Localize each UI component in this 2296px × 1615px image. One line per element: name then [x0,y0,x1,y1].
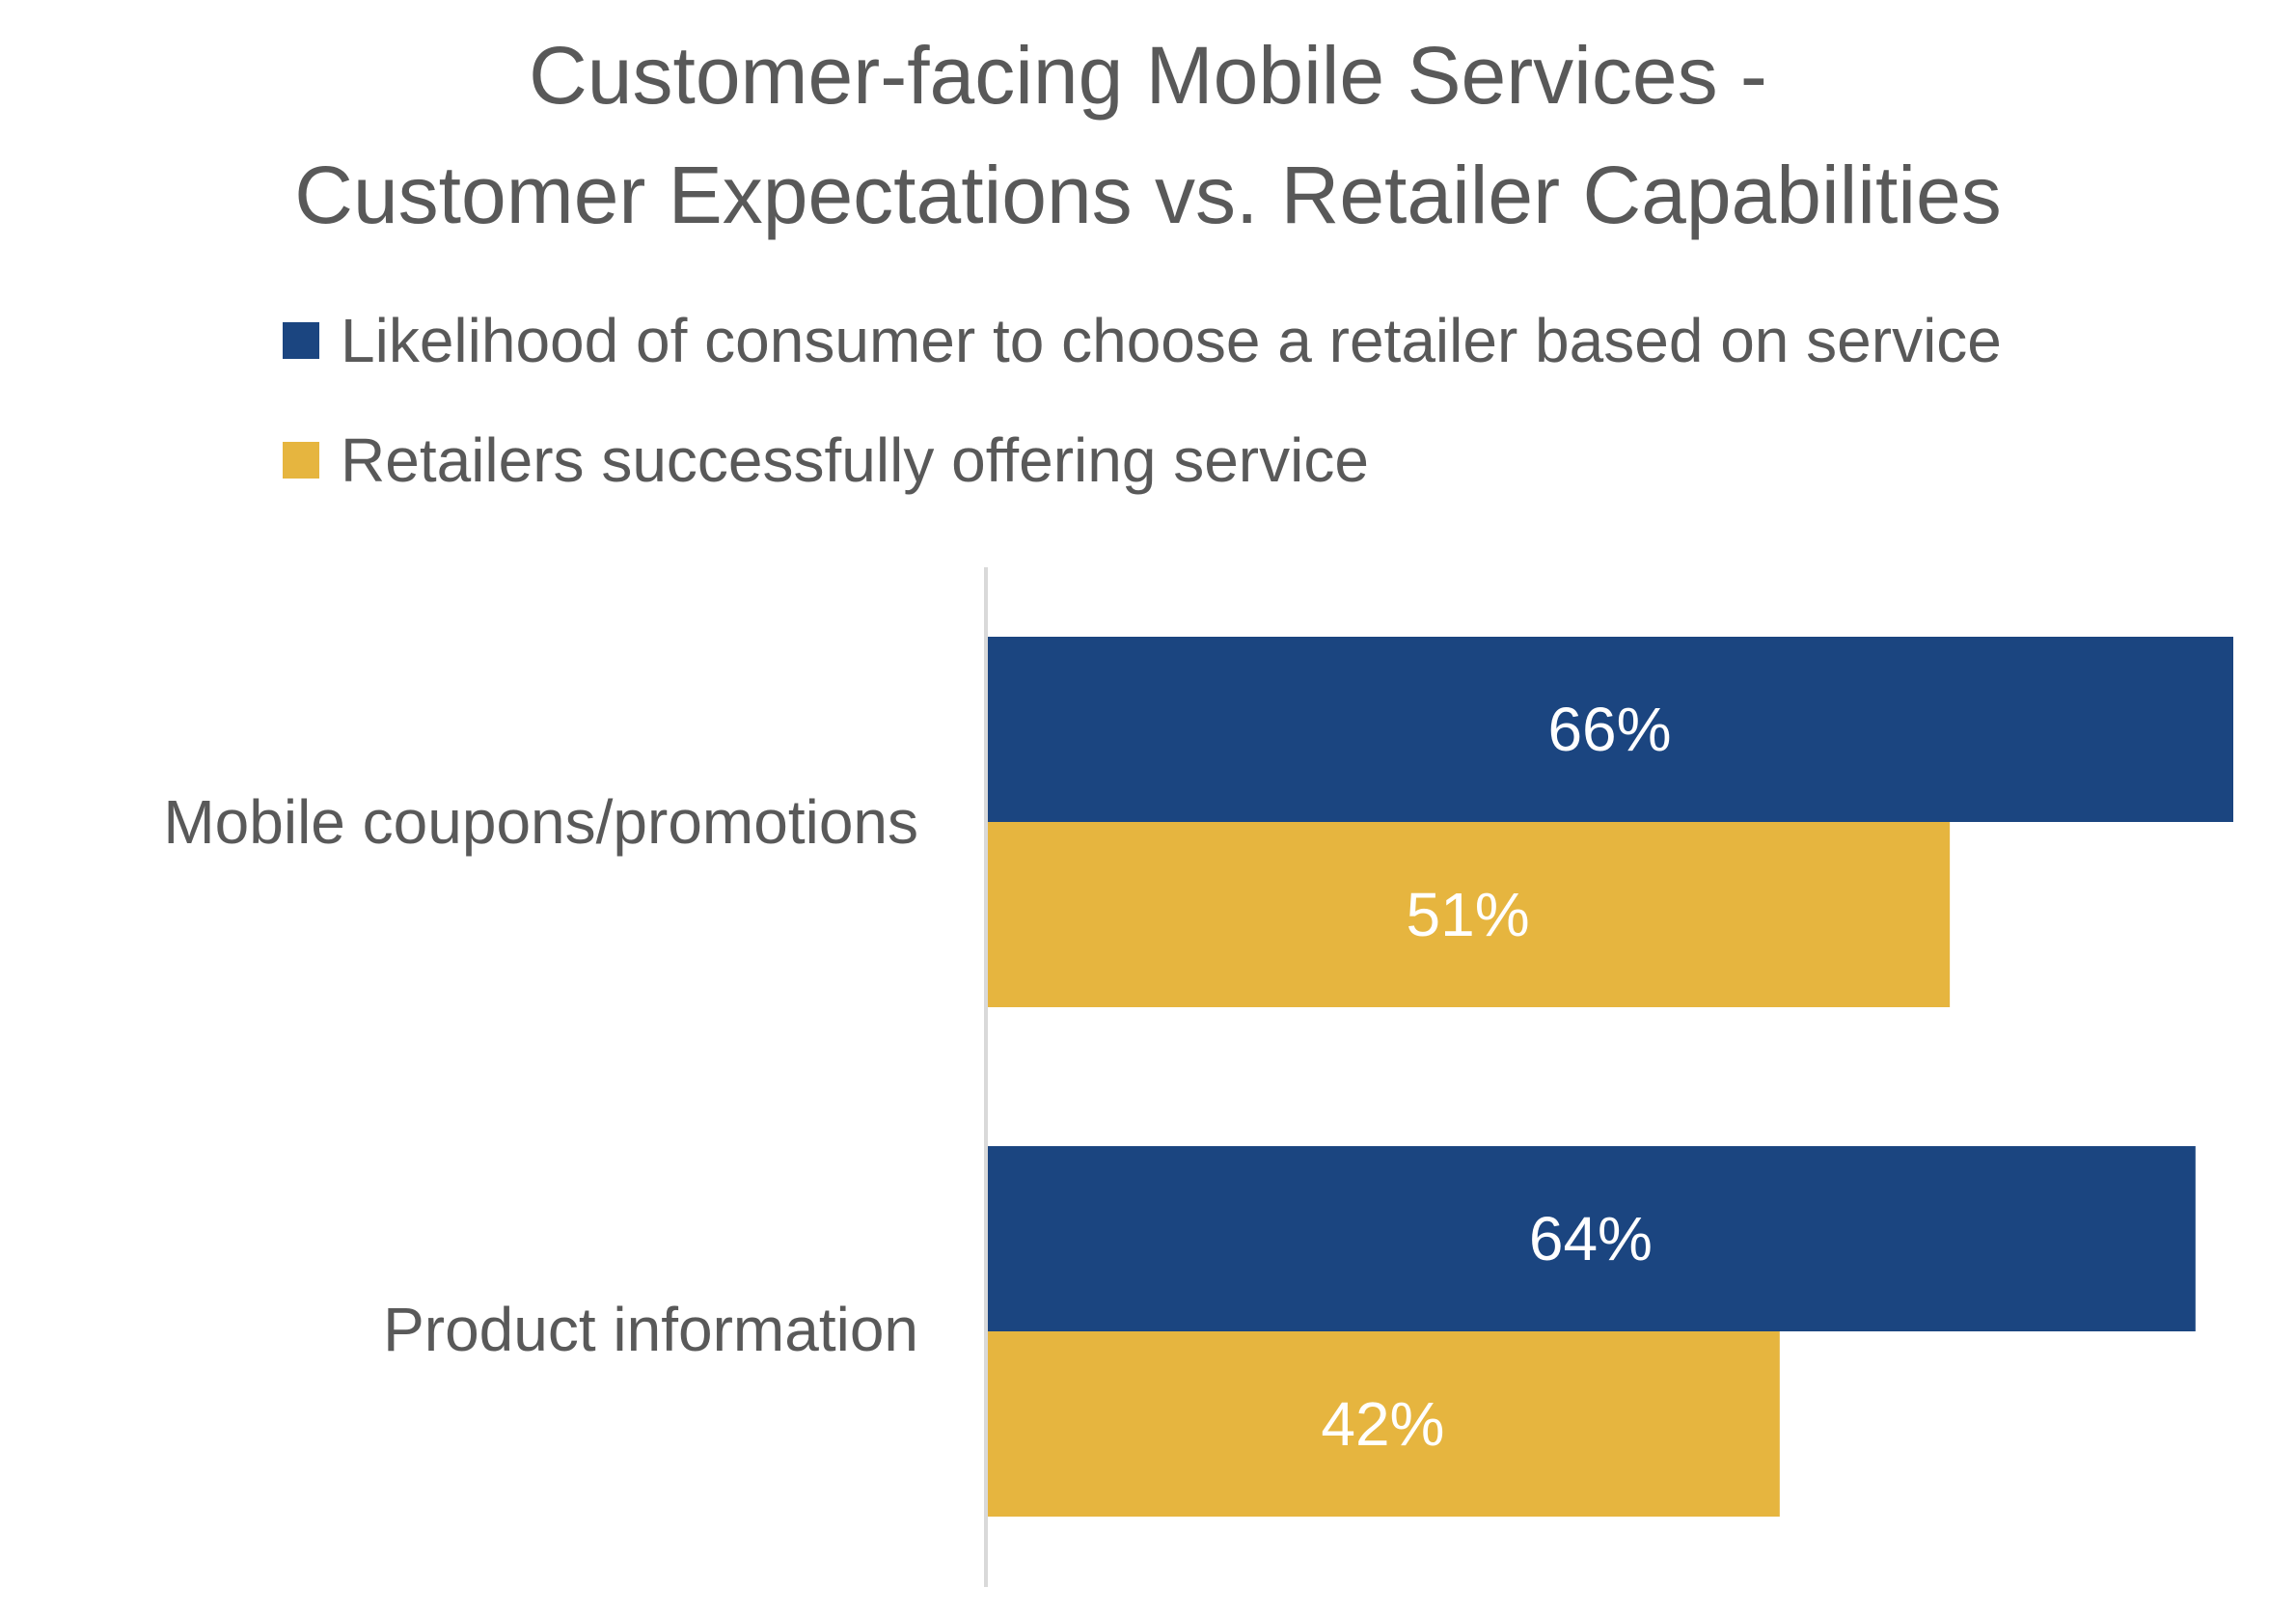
category-label-mobile-coupons-promotions: Mobile coupons/promotions [163,787,918,857]
legend-label-likelihood: Likelihood of consumer to choose a retai… [341,306,2002,375]
legend-label-retailers: Retailers successfully offering service [341,425,1369,495]
legend-item-retailers: Retailers successfully offering service [283,425,1369,495]
bar-mobile-coupons-promotions-series-1 [986,637,2233,822]
data-label-product-information-series-1: 64% [1529,1204,1653,1273]
legend-swatch-likelihood [283,322,319,359]
data-label-mobile-coupons-promotions-series-2: 51% [1407,880,1530,949]
bar-product-information-series-1 [986,1146,2196,1331]
bar-product-information-series-2 [986,1331,1780,1517]
data-label-mobile-coupons-promotions-series-1: 66% [1547,695,1671,764]
chart-title-line-1: Customer-facing Mobile Services - [529,30,1767,121]
data-label-product-information-series-2: 42% [1321,1389,1444,1459]
category-label-product-information: Product information [383,1295,918,1364]
bar-mobile-coupons-promotions-series-2 [986,822,1951,1007]
chart-title-line-2: Customer Expectations vs. Retailer Capab… [294,150,2002,240]
legend-swatch-retailers [283,442,319,479]
legend-item-likelihood: Likelihood of consumer to choose a retai… [283,306,2002,375]
